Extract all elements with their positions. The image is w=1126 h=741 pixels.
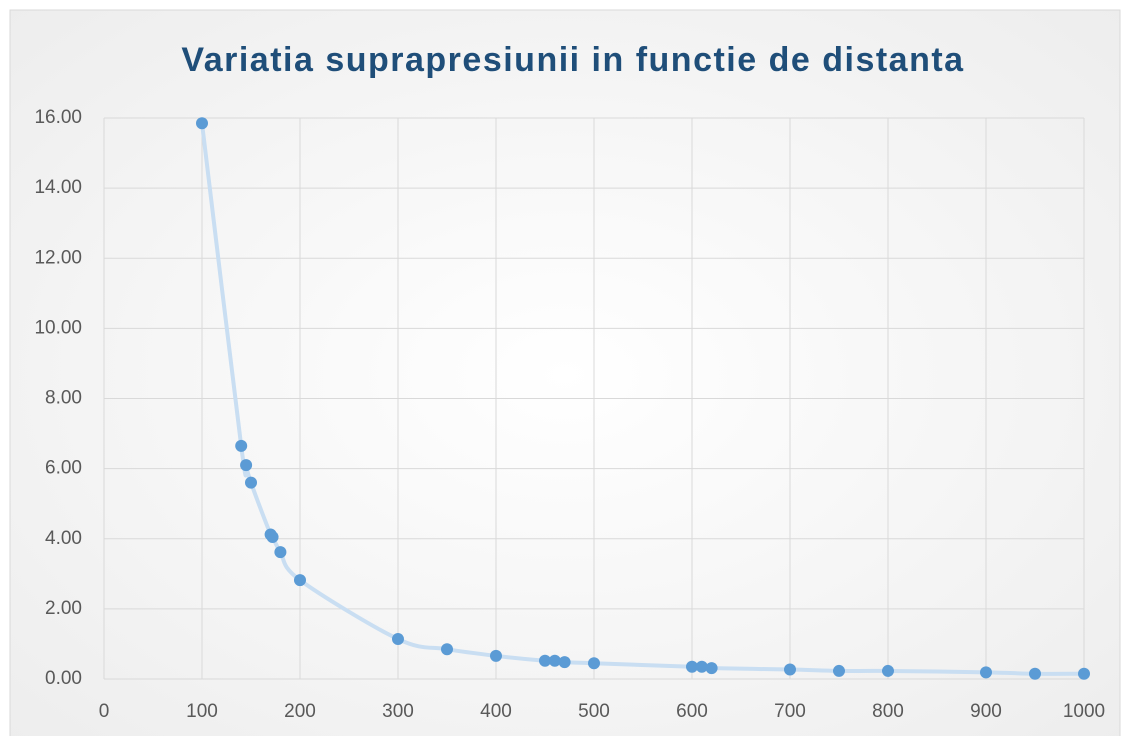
data-point xyxy=(392,633,404,646)
x-tick-label: 700 xyxy=(774,701,806,722)
data-point xyxy=(705,662,718,675)
data-point xyxy=(1078,667,1090,680)
x-tick-label: 600 xyxy=(676,701,708,722)
data-point xyxy=(882,664,894,677)
x-tick-label: 1000 xyxy=(1063,701,1105,722)
data-point xyxy=(695,660,708,673)
x-tick-label: 100 xyxy=(186,701,218,722)
data-point xyxy=(1029,667,1041,680)
x-tick-label: 900 xyxy=(970,701,1002,722)
x-tick-label: 0 xyxy=(99,701,110,722)
x-tick-label: 500 xyxy=(578,701,610,722)
data-point xyxy=(558,656,571,669)
y-tick-label: 10.00 xyxy=(34,317,82,338)
y-tick-label: 16.00 xyxy=(34,107,82,128)
x-tick-label: 300 xyxy=(382,701,414,722)
data-point xyxy=(588,657,600,670)
data-point xyxy=(240,459,253,472)
data-point xyxy=(196,117,208,130)
x-tick-label: 200 xyxy=(284,701,316,722)
data-point xyxy=(490,649,502,662)
data-point xyxy=(539,654,551,667)
data-point xyxy=(294,574,306,587)
data-point xyxy=(686,660,698,673)
y-tick-label: 2.00 xyxy=(45,598,82,619)
y-tick-label: 4.00 xyxy=(45,528,82,549)
x-tick-label: 400 xyxy=(480,701,512,722)
chart-background xyxy=(9,9,1121,741)
data-point xyxy=(784,663,796,676)
chart-title: Variatia suprapresiunii in functie de di… xyxy=(181,41,964,79)
y-tick-label: 6.00 xyxy=(45,458,82,479)
data-point xyxy=(274,546,287,559)
data-point xyxy=(833,664,845,677)
y-tick-label: 8.00 xyxy=(45,388,82,409)
data-point xyxy=(266,530,279,543)
data-point xyxy=(235,439,248,452)
data-point xyxy=(548,654,561,667)
y-tick-label: 14.00 xyxy=(34,177,82,198)
data-point xyxy=(245,476,257,489)
data-point xyxy=(980,666,992,679)
x-tick-label: 800 xyxy=(872,701,904,722)
y-tick-label: 12.00 xyxy=(34,247,82,268)
data-point xyxy=(441,643,453,656)
y-tick-label: 0.00 xyxy=(45,668,82,689)
